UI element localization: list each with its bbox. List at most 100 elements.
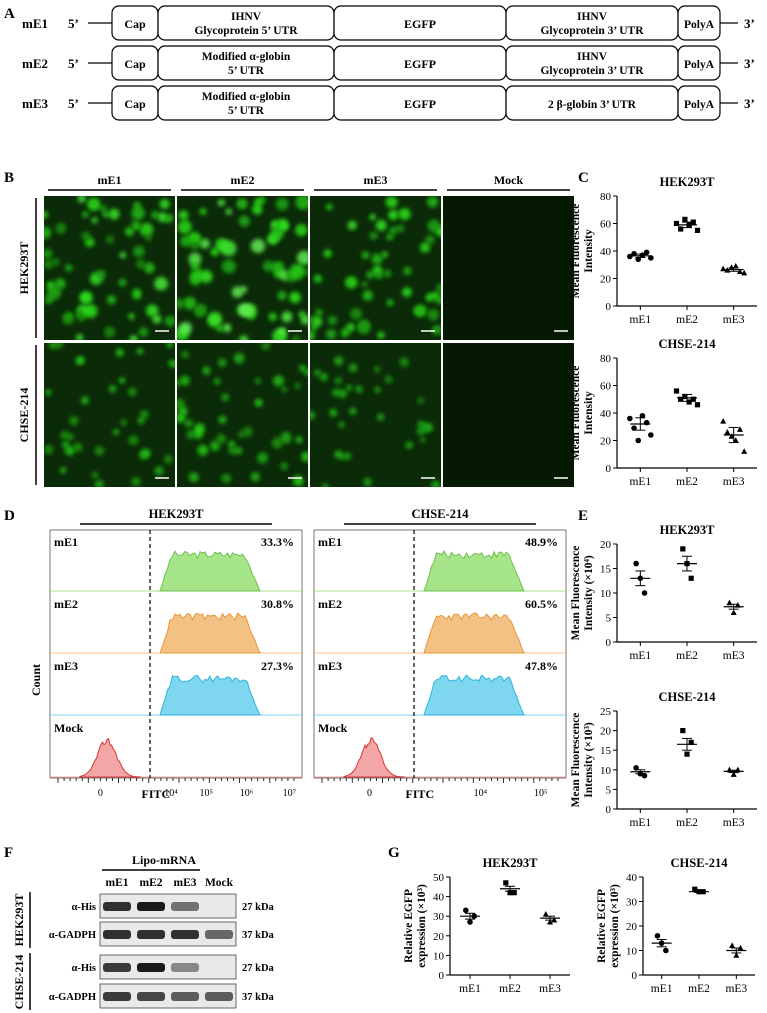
cell	[321, 483, 329, 487]
cell-cluster	[177, 343, 308, 487]
data-point	[673, 220, 680, 227]
five-prime-label: 5’	[68, 16, 79, 31]
cell	[350, 308, 362, 320]
cell	[431, 291, 439, 299]
cell	[250, 472, 260, 482]
cell	[218, 415, 227, 424]
y-tick-label: 10	[626, 946, 638, 958]
cell	[131, 206, 145, 220]
x-tick-label: 0	[367, 788, 372, 799]
y-axis-label: expression (×10³)	[416, 884, 428, 968]
y-tick-label: 5	[606, 613, 612, 625]
antibody-label: α-GADPH	[49, 930, 96, 941]
cell	[60, 430, 70, 440]
data-point	[682, 216, 688, 222]
y-tick-label: 15	[600, 745, 612, 757]
cell	[257, 196, 266, 204]
y-tick-label: 0	[606, 804, 612, 816]
cell	[181, 350, 189, 359]
data-point	[678, 396, 684, 402]
panel-label-e: E	[578, 508, 588, 524]
egfp-label: EGFP	[404, 57, 436, 71]
protein-band	[137, 902, 165, 911]
cell	[108, 385, 117, 393]
data-point	[663, 947, 669, 954]
cell	[334, 377, 343, 385]
protein-band	[171, 963, 199, 972]
polya-label: PolyA	[684, 99, 715, 111]
cell	[369, 231, 378, 240]
cell	[270, 226, 284, 240]
cell	[194, 305, 206, 318]
histogram-label: mE1	[318, 535, 342, 549]
data-point	[633, 765, 639, 771]
cell	[178, 406, 188, 416]
cell	[202, 366, 211, 375]
data-point	[547, 918, 553, 925]
panel-label-a: A	[4, 6, 15, 22]
cell	[310, 330, 316, 340]
cell	[272, 375, 285, 387]
y-tick-label: 15	[600, 564, 612, 576]
cell	[73, 442, 83, 452]
cell	[129, 335, 138, 340]
cell	[131, 477, 141, 487]
y-axis-label: Mean Fluorescence	[570, 366, 582, 461]
cell	[146, 304, 159, 317]
cell	[383, 269, 392, 278]
utr5-label: Glycoprotein 5’ UTR	[194, 25, 298, 37]
data-point	[648, 432, 654, 438]
column-label: mE2	[231, 173, 255, 187]
cell	[295, 196, 308, 210]
gate-percentage: 27.3%	[261, 659, 294, 673]
data-point	[688, 575, 694, 581]
micrograph-image	[44, 343, 175, 487]
x-tick-label: mE3	[723, 650, 745, 662]
cell	[238, 215, 250, 227]
cell	[388, 209, 399, 221]
panel-label-b: B	[4, 170, 14, 186]
cell	[355, 385, 363, 393]
cell	[44, 211, 48, 219]
data-point	[728, 433, 735, 439]
cell	[295, 223, 308, 237]
protein-band	[137, 992, 165, 1001]
cell	[215, 433, 227, 445]
cap-label: Cap	[124, 97, 146, 111]
cell	[164, 315, 175, 327]
five-prime-label: 5’	[68, 56, 79, 71]
cell	[140, 448, 151, 459]
cell	[184, 419, 193, 428]
cell	[402, 287, 412, 297]
cell	[44, 259, 54, 270]
data-point	[627, 415, 633, 422]
cell	[250, 238, 266, 254]
y-tick-label: 80	[600, 191, 612, 203]
y-tick-label: 0	[439, 970, 445, 982]
cell	[357, 319, 370, 332]
scatter-chart: HEK293T 0 20 40 60 80 Mean Fluorescence Intensi…	[570, 175, 757, 326]
protein-band	[103, 963, 131, 972]
cell	[157, 212, 168, 223]
data-point	[694, 227, 701, 233]
cell	[398, 208, 411, 220]
histogram	[423, 550, 525, 592]
cell	[239, 335, 249, 340]
scatter-chart: CHSE-214 0 5 10 15 20 25 Mean Fluorescence Inten…	[570, 690, 757, 829]
x-tick-label: mE1	[629, 817, 651, 829]
cell	[44, 248, 53, 260]
cell	[154, 276, 169, 291]
y-axis-label: Intensity	[583, 391, 595, 435]
histogram-label: mE2	[54, 597, 78, 611]
cell-line-label: CHSE-214	[12, 955, 26, 1010]
x-tick-label: mE3	[725, 983, 747, 995]
cell	[67, 433, 74, 441]
data-point	[686, 399, 692, 405]
data-point	[631, 425, 637, 431]
cell	[373, 365, 381, 373]
cell	[424, 423, 434, 433]
cell	[277, 327, 287, 336]
row-label: CHSE-214	[17, 388, 31, 443]
data-point	[641, 590, 648, 596]
